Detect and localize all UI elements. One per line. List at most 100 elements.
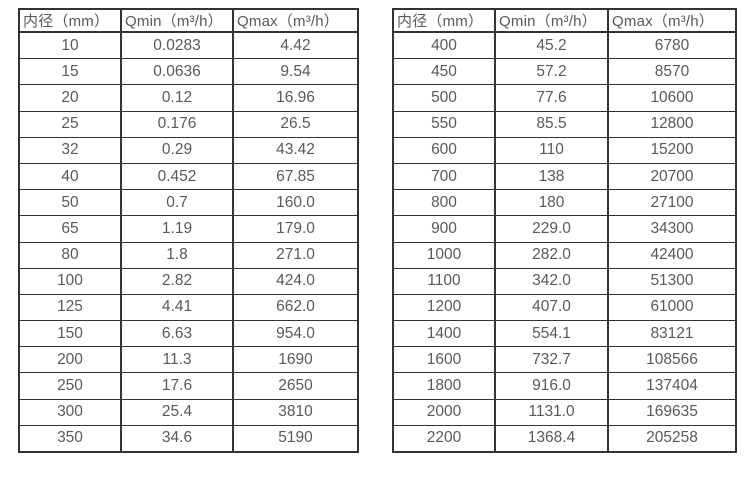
table-cell: 407.0 bbox=[494, 293, 609, 322]
table-cell: 40 bbox=[18, 162, 122, 191]
table-cell: 4.41 bbox=[120, 293, 234, 322]
table-row: 600 110 15200 bbox=[392, 136, 737, 164]
table-cell: 1368.4 bbox=[494, 424, 609, 453]
table-cell: 61000 bbox=[607, 293, 737, 322]
table-cell: 0.12 bbox=[120, 84, 234, 112]
table-row: 50 0.7 160.0 bbox=[18, 189, 359, 217]
table-row: 350 34.6 5190 bbox=[18, 424, 359, 453]
table-row: 1600 732.7 108566 bbox=[392, 346, 737, 374]
table-cell: 2650 bbox=[232, 372, 359, 400]
table-cell: 77.6 bbox=[494, 84, 609, 112]
table-cell: 0.176 bbox=[120, 110, 234, 138]
table-row: 32 0.29 43.42 bbox=[18, 136, 359, 164]
table-cell: 57.2 bbox=[494, 58, 609, 86]
table-cell: 160.0 bbox=[232, 189, 359, 217]
column-header-diameter: 内径（mm） bbox=[18, 8, 122, 33]
table-cell: 350 bbox=[18, 424, 122, 453]
table-cell: 42400 bbox=[607, 241, 737, 269]
table-row: 125 4.41 662.0 bbox=[18, 293, 359, 322]
flow-spec-table-large-diameters: 内径（mm） Qmin（m³/h） Qmax（m³/h） 400 45.2 6780… bbox=[392, 8, 737, 453]
table-row: 10 0.0283 4.42 bbox=[18, 31, 359, 60]
table-cell: 550 bbox=[392, 110, 496, 138]
table-cell: 51300 bbox=[607, 267, 737, 295]
table-cell: 8570 bbox=[607, 58, 737, 86]
table-row: 1800 916.0 137404 bbox=[392, 372, 737, 400]
table-cell: 554.1 bbox=[494, 320, 609, 348]
table-cell: 229.0 bbox=[494, 215, 609, 243]
table-cell: 0.29 bbox=[120, 136, 234, 164]
table-cell: 138 bbox=[494, 162, 609, 191]
table-row: 550 85.5 12800 bbox=[392, 110, 737, 138]
table-cell: 25.4 bbox=[120, 398, 234, 426]
table-cell: 954.0 bbox=[232, 320, 359, 348]
column-header-qmin: Qmin（m³/h） bbox=[120, 8, 234, 33]
table-row: 200 11.3 1690 bbox=[18, 346, 359, 374]
table-cell: 65 bbox=[18, 215, 122, 243]
table-cell: 1000 bbox=[392, 241, 496, 269]
table-row: 400 45.2 6780 bbox=[392, 31, 737, 60]
table-row: 500 77.6 10600 bbox=[392, 84, 737, 112]
table-cell: 25 bbox=[18, 110, 122, 138]
table-cell: 12800 bbox=[607, 110, 737, 138]
table-row: 700 138 20700 bbox=[392, 162, 737, 191]
table-header: 内径（mm） Qmin（m³/h） Qmax（m³/h） bbox=[392, 8, 737, 33]
table-cell: 0.7 bbox=[120, 189, 234, 217]
table-cell: 9.54 bbox=[232, 58, 359, 86]
table-cell: 10600 bbox=[607, 84, 737, 112]
table-cell: 342.0 bbox=[494, 267, 609, 295]
table-body: 400 45.2 6780 450 57.2 8570 500 77.6 10600 550 85.… bbox=[392, 31, 737, 453]
table-header: 内径（mm） Qmin（m³/h） Qmax（m³/h） bbox=[18, 8, 359, 33]
table-cell: 0.452 bbox=[120, 162, 234, 191]
table-cell: 3810 bbox=[232, 398, 359, 426]
table-cell: 1.19 bbox=[120, 215, 234, 243]
flow-spec-table-small-diameters: 内径（mm） Qmin（m³/h） Qmax（m³/h） 10 0.0283 4.4… bbox=[18, 8, 359, 453]
table-cell: 916.0 bbox=[494, 372, 609, 400]
table-cell: 125 bbox=[18, 293, 122, 322]
table-cell: 250 bbox=[18, 372, 122, 400]
table-cell: 1800 bbox=[392, 372, 496, 400]
table-row: 300 25.4 3810 bbox=[18, 398, 359, 426]
table-row: 250 17.6 2650 bbox=[18, 372, 359, 400]
table-row: 1200 407.0 61000 bbox=[392, 293, 737, 322]
table-row: 800 180 27100 bbox=[392, 189, 737, 217]
table-cell: 26.5 bbox=[232, 110, 359, 138]
table-cell: 83121 bbox=[607, 320, 737, 348]
table-cell: 67.85 bbox=[232, 162, 359, 191]
table-row: 150 6.63 954.0 bbox=[18, 320, 359, 348]
table-cell: 1600 bbox=[392, 346, 496, 374]
table-header-row: 内径（mm） Qmin（m³/h） Qmax（m³/h） bbox=[392, 8, 737, 33]
table-cell: 662.0 bbox=[232, 293, 359, 322]
table-cell: 1131.0 bbox=[494, 398, 609, 426]
table-cell: 1400 bbox=[392, 320, 496, 348]
table-cell: 1690 bbox=[232, 346, 359, 374]
table-row: 100 2.82 424.0 bbox=[18, 267, 359, 295]
table-cell: 179.0 bbox=[232, 215, 359, 243]
table-cell: 20700 bbox=[607, 162, 737, 191]
table-cell: 180 bbox=[494, 189, 609, 217]
table-cell: 500 bbox=[392, 84, 496, 112]
table-cell: 2200 bbox=[392, 424, 496, 453]
table-cell: 85.5 bbox=[494, 110, 609, 138]
table-cell: 200 bbox=[18, 346, 122, 374]
table-cell: 4.42 bbox=[232, 31, 359, 60]
table-cell: 15200 bbox=[607, 136, 737, 164]
table-cell: 732.7 bbox=[494, 346, 609, 374]
table-cell: 20 bbox=[18, 84, 122, 112]
table-cell: 0.0636 bbox=[120, 58, 234, 86]
table-row: 20 0.12 16.96 bbox=[18, 84, 359, 112]
table-cell: 80 bbox=[18, 241, 122, 269]
table-cell: 137404 bbox=[607, 372, 737, 400]
table-cell: 50 bbox=[18, 189, 122, 217]
table-cell: 16.96 bbox=[232, 84, 359, 112]
table-cell: 1.8 bbox=[120, 241, 234, 269]
column-header-qmin: Qmin（m³/h） bbox=[494, 8, 609, 33]
table-row: 900 229.0 34300 bbox=[392, 215, 737, 243]
table-cell: 150 bbox=[18, 320, 122, 348]
table-row: 1400 554.1 83121 bbox=[392, 320, 737, 348]
table-cell: 282.0 bbox=[494, 241, 609, 269]
table-header-row: 内径（mm） Qmin（m³/h） Qmax（m³/h） bbox=[18, 8, 359, 33]
table-cell: 169635 bbox=[607, 398, 737, 426]
table-row: 450 57.2 8570 bbox=[392, 58, 737, 86]
table-cell: 11.3 bbox=[120, 346, 234, 374]
table-cell: 1200 bbox=[392, 293, 496, 322]
